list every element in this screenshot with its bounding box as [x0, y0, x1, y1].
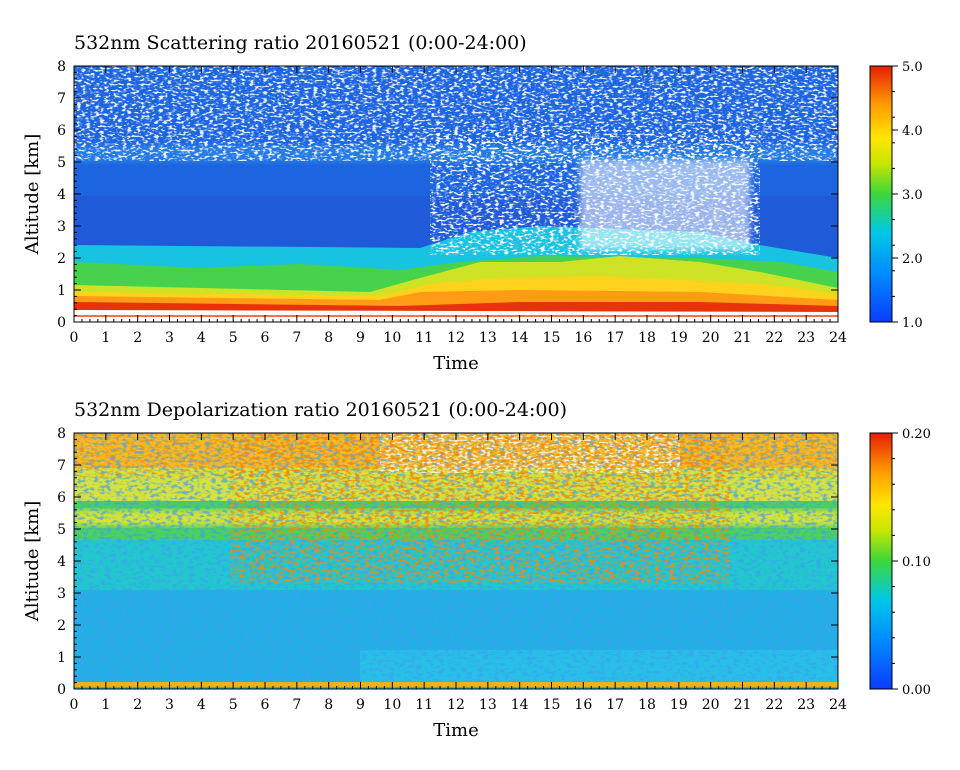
- x-tick-label: 20: [702, 330, 720, 346]
- x-tick-label: 24: [829, 697, 847, 713]
- y-tick-label: 2: [57, 251, 66, 267]
- x-tick-label: 15: [543, 330, 561, 346]
- colorbar-tick-label: 3.0: [902, 188, 923, 203]
- x-tick-label: 14: [511, 697, 529, 713]
- x-tick-label: 23: [797, 697, 815, 713]
- y-tick-label: 3: [57, 219, 66, 235]
- y-tick-label: 4: [57, 554, 66, 570]
- x-tick-label: 11: [415, 697, 433, 713]
- x-tick-label: 11: [415, 330, 433, 346]
- colorbar-tick-label: 0.00: [902, 683, 931, 698]
- x-tick-label: 5: [229, 330, 238, 346]
- x-tick-label: 1: [101, 330, 110, 346]
- x-tick-label: 13: [479, 697, 497, 713]
- x-tick-label: 22: [765, 697, 783, 713]
- x-tick-label: 17: [606, 697, 624, 713]
- x-tick-label: 3: [165, 330, 174, 346]
- x-tick-label: 1: [101, 697, 110, 713]
- y-tick-label: 1: [57, 650, 66, 666]
- x-tick-label: 10: [383, 697, 401, 713]
- y-tick-label: 6: [57, 490, 66, 506]
- panel1-heatmap: [74, 66, 838, 322]
- y-tick-label: 7: [57, 458, 66, 474]
- x-tick-label: 8: [324, 697, 333, 713]
- x-tick-label: 0: [70, 330, 79, 346]
- x-tick-label: 10: [383, 330, 401, 346]
- panel2-x-axis: 0 1 2 3 4 5 6 7 8 9 10 11 12 13 14 15 16 17 18 19 20 21 22 23 24: [70, 433, 847, 713]
- y-tick-label: 8: [57, 59, 66, 75]
- y-tick-label: 6: [57, 123, 66, 139]
- colorbar-tick-label: 4.0: [902, 124, 923, 139]
- x-tick-label: 3: [165, 697, 174, 713]
- x-tick-label: 20: [702, 697, 720, 713]
- x-tick-label: 7: [292, 697, 301, 713]
- x-tick-label: 6: [261, 697, 270, 713]
- x-tick-label: 12: [447, 330, 465, 346]
- panel1-colorbar-scale: [869, 65, 893, 323]
- x-tick-label: 0: [70, 697, 79, 713]
- x-tick-label: 21: [734, 697, 752, 713]
- x-tick-label: 21: [734, 330, 752, 346]
- x-tick-label: 2: [133, 697, 142, 713]
- x-tick-label: 9: [356, 330, 365, 346]
- x-tick-label: 23: [797, 330, 815, 346]
- x-tick-label: 19: [670, 330, 688, 346]
- panel2-heatmap: [74, 433, 838, 689]
- depolarization-ratio-panel: 532nm Depolarization ratio 20160521 (0:0…: [22, 399, 931, 741]
- y-tick-label: 7: [57, 91, 66, 107]
- panel1-colorbar: 1.0 2.0 3.0 4.0 5.0: [869, 60, 923, 331]
- panel1-x-axis: 0 1 2 3 4 5 6 7 8 9 10 11 12 13 14 15 16 17 18 19 20 21 22 23 24: [70, 66, 847, 346]
- y-tick-label: 1: [57, 283, 66, 299]
- x-tick-label: 5: [229, 697, 238, 713]
- x-tick-label: 12: [447, 697, 465, 713]
- y-tick-label: 3: [57, 586, 66, 602]
- y-tick-label: 5: [57, 522, 66, 538]
- x-tick-label: 19: [670, 697, 688, 713]
- panel2-y-axis: 0 1 2 3 4 5 6 7 8: [57, 426, 838, 698]
- y-tick-label: 0: [57, 315, 66, 331]
- y-tick-label: 4: [57, 187, 66, 203]
- panel1-ylabel: Altitude [km]: [22, 134, 43, 256]
- x-tick-label: 9: [356, 697, 365, 713]
- panel2-ylabel: Altitude [km]: [22, 501, 43, 623]
- x-tick-label: 4: [197, 697, 206, 713]
- x-tick-label: 22: [765, 330, 783, 346]
- panel2-colorbar-scale: [869, 432, 893, 690]
- x-tick-label: 18: [638, 330, 656, 346]
- colorbar-tick-label: 2.0: [902, 252, 923, 267]
- colorbar-tick-label: 0.10: [902, 555, 931, 570]
- y-tick-label: 0: [57, 682, 66, 698]
- x-tick-label: 16: [574, 697, 592, 713]
- y-tick-label: 2: [57, 618, 66, 634]
- panel2-colorbar: 0.00 0.10 0.20: [869, 427, 931, 698]
- panel2-title: 532nm Depolarization ratio 20160521 (0:0…: [74, 399, 567, 421]
- y-tick-label: 5: [57, 155, 66, 171]
- colorbar-tick-label: 0.20: [902, 427, 931, 442]
- colorbar-tick-label: 1.0: [902, 316, 923, 331]
- panel2-xlabel: Time: [433, 720, 478, 741]
- y-tick-label: 8: [57, 426, 66, 442]
- x-tick-label: 8: [324, 330, 333, 346]
- x-tick-label: 16: [574, 330, 592, 346]
- x-tick-label: 13: [479, 330, 497, 346]
- scattering-ratio-panel: 532nm Scattering ratio 20160521 (0:00-24…: [22, 32, 923, 374]
- x-tick-label: 24: [829, 330, 847, 346]
- x-tick-label: 17: [606, 330, 624, 346]
- x-tick-label: 2: [133, 330, 142, 346]
- x-tick-label: 15: [543, 697, 561, 713]
- panel1-xlabel: Time: [433, 353, 478, 374]
- x-tick-label: 14: [511, 330, 529, 346]
- panel1-y-axis: 0 1 2 3 4 5 6 7 8: [57, 59, 838, 331]
- x-tick-label: 6: [261, 330, 270, 346]
- panel1-title: 532nm Scattering ratio 20160521 (0:00-24…: [74, 32, 527, 54]
- x-tick-label: 4: [197, 330, 206, 346]
- colorbar-tick-label: 5.0: [902, 60, 923, 75]
- x-tick-label: 7: [292, 330, 301, 346]
- x-tick-label: 18: [638, 697, 656, 713]
